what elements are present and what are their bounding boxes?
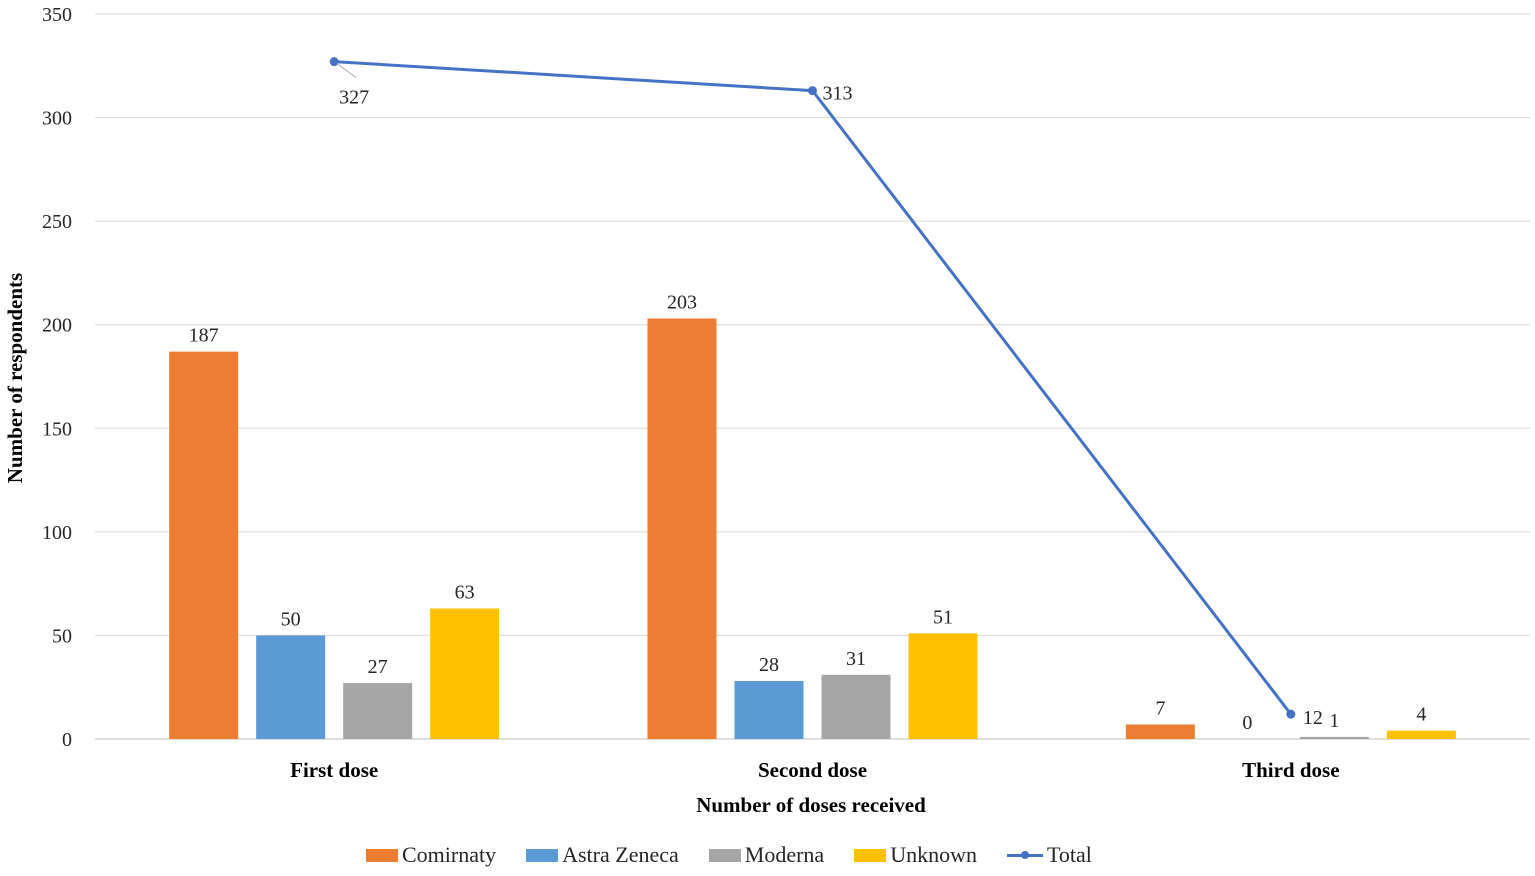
bar-value-label: 0 [1242, 712, 1252, 734]
bar-value-label: 203 [667, 292, 697, 314]
bar-comirnaty [647, 318, 717, 739]
x-axis-title: Number of doses received [696, 793, 926, 817]
legend-item-moderna: Moderna [708, 842, 825, 868]
legend-label: Moderna [744, 842, 825, 867]
total-point [329, 57, 339, 67]
total-point [1286, 709, 1296, 719]
legend: Comirnaty Astra Zeneca Moderna Unknown Total [366, 842, 1122, 868]
x-category-label: First dose [290, 758, 378, 782]
bar-moderna [1299, 736, 1369, 739]
legend-item-astra-zeneca: Astra Zeneca [526, 842, 679, 868]
bar-value-label: 51 [933, 606, 953, 628]
y-tick-label: 150 [42, 418, 72, 440]
x-category-label: Second dose [758, 758, 867, 782]
total-value-label: 12 [1303, 707, 1323, 729]
bar-value-label: 50 [281, 608, 301, 630]
bar-value-label: 31 [846, 648, 866, 670]
bar-value-label: 187 [189, 325, 219, 347]
y-tick-label: 200 [42, 315, 72, 337]
bar-astra-zeneca [734, 681, 804, 739]
legend-swatch [708, 848, 741, 862]
total-line [329, 57, 1296, 719]
bar-unknown [1386, 730, 1456, 739]
x-category-label: Third dose [1242, 758, 1339, 782]
legend-swatch [526, 848, 559, 862]
bar-value-label: 63 [455, 582, 475, 604]
legend-swatch [854, 848, 887, 862]
legend-item-comirnaty: Comirnaty [366, 842, 496, 868]
bar-value-label: 7 [1155, 698, 1165, 720]
label-leader [336, 63, 357, 79]
total-value-label: 327 [339, 87, 369, 109]
y-tick-label: 350 [42, 4, 72, 26]
y-axis-title: Number of respondents [3, 273, 27, 483]
legend-item-total: Total [1006, 842, 1092, 868]
y-axis-ticks: 0 50 100 150 200 250 300 350 [42, 4, 72, 751]
bar-comirnaty [169, 351, 239, 739]
bar-value-label: 1 [1329, 710, 1339, 732]
y-tick-label: 250 [42, 211, 72, 233]
total-point [808, 86, 817, 96]
total-value-label: 313 [823, 83, 853, 105]
x-axis-categories: First dose Second dose Third dose [290, 758, 1339, 782]
legend-swatch [366, 848, 398, 862]
bar-moderna [821, 674, 891, 739]
legend-line-marker [1006, 848, 1043, 862]
bar-comirnaty [1125, 724, 1195, 739]
bar-unknown [430, 608, 500, 739]
y-tick-label: 50 [52, 625, 72, 647]
data-labels: 187 203 7 50 28 0 27 31 1 63 51 4 327 313 12 [189, 83, 1427, 734]
bar-value-label: 28 [759, 654, 779, 676]
bar-astra-zeneca [256, 635, 326, 739]
bar-moderna [343, 683, 413, 739]
legend-label: Astra Zeneca [562, 842, 679, 867]
bar-unknown [908, 633, 978, 739]
legend-item-unknown: Unknown [854, 842, 977, 868]
y-tick-label: 300 [42, 108, 72, 130]
bars [169, 318, 1456, 739]
gridlines [95, 13, 1530, 740]
legend-label: Unknown [890, 842, 977, 867]
bar-value-label: 4 [1416, 704, 1426, 726]
legend-label: Comirnaty [402, 842, 497, 867]
y-tick-label: 100 [42, 522, 72, 544]
y-tick-label: 0 [62, 729, 72, 751]
legend-label: Total [1046, 842, 1092, 867]
bar-value-label: 27 [368, 656, 388, 678]
